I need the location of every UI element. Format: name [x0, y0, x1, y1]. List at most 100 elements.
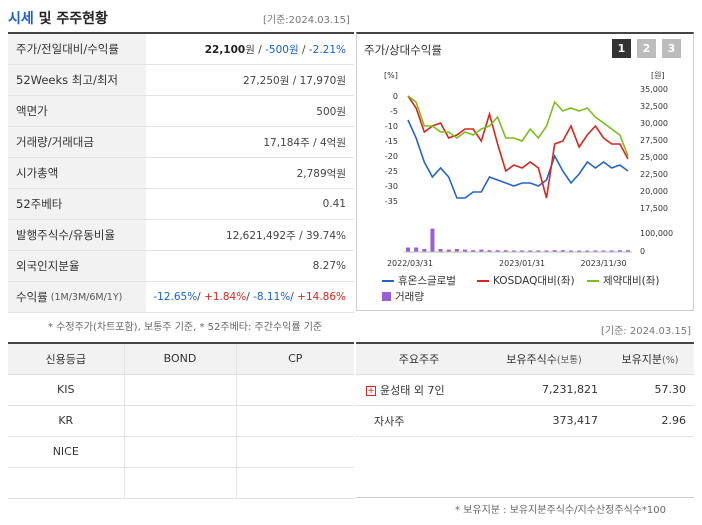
- row-label: 발행주식수/유동비율: [8, 220, 146, 250]
- footnote: * 수정주가(차트포함), 보통주 기준, * 52주베타: 주간수익률 기준: [48, 322, 323, 333]
- holder-name: 자사주: [356, 405, 482, 437]
- volume-bar: [487, 250, 492, 252]
- row-label: 52Weeks 최고/최저: [8, 65, 146, 95]
- y-left-tick: -35: [385, 197, 398, 206]
- row-label: 주가/전일대비/수익률: [8, 34, 146, 64]
- holder-shares: 373,417: [482, 405, 606, 437]
- chart-page-1-button[interactable]: 1: [612, 39, 631, 58]
- table-row: [356, 436, 694, 467]
- y-right-tick: 22,500: [640, 170, 668, 179]
- legend-item: 제약대비(좌): [587, 273, 660, 288]
- row-label: 52주베타: [8, 189, 146, 219]
- x-tick: 2023/01/31: [499, 259, 545, 268]
- series-line: [407, 95, 629, 157]
- volume-bar: [609, 250, 614, 252]
- table-bottom-line: [356, 497, 694, 498]
- table-row: KR: [8, 405, 354, 437]
- volume-bar: [544, 250, 549, 252]
- volume-bar: [463, 249, 468, 252]
- row-value: 8.27%: [312, 260, 346, 272]
- holder-shares: 7,231,821: [482, 374, 606, 406]
- row-value: 0.41: [322, 198, 346, 210]
- y-left-tick: -20: [385, 152, 398, 161]
- table-row: [356, 467, 694, 498]
- table-row: 52Weeks 최고/최저 27,250원 / 17,970원: [8, 65, 354, 96]
- volume-bar: [577, 250, 582, 252]
- volume-bar: [438, 249, 443, 252]
- table-row: 외국인지분율 8.27%: [8, 251, 354, 282]
- volume-bar: [471, 250, 476, 252]
- legend-item: 휴온스글로벌: [382, 273, 456, 288]
- chart-page-2-button[interactable]: 2: [637, 39, 656, 58]
- table-header: 주요주주 보유주식수(보통) 보유지분(%): [356, 343, 694, 375]
- table-row: + 윤성태 외 7인 7,231,821 57.30: [356, 374, 694, 406]
- table-row: 주가/전일대비/수익률 22,100원 / -500원 / -2.21%: [8, 34, 354, 65]
- holder-pct: 57.30: [606, 374, 694, 406]
- volume-bar: [406, 247, 410, 252]
- change-rate: -2.21%: [308, 43, 346, 56]
- volume-bar: [626, 250, 630, 252]
- volume-bar: [479, 249, 484, 252]
- y-right-tick: 35,000: [640, 85, 668, 94]
- chart-page-3-button[interactable]: 3: [662, 39, 681, 58]
- series-line: [407, 95, 629, 199]
- volume-bar: [454, 249, 459, 252]
- series-line: [407, 119, 629, 199]
- volume-bar: [617, 250, 622, 252]
- y-right-tick: 25,000: [640, 153, 668, 162]
- column-header: BOND: [124, 343, 237, 375]
- holder-name: 윤성태 외 7인: [380, 383, 445, 397]
- table-row: 시가총액 2,789억원: [8, 158, 354, 189]
- column-header: CP: [236, 343, 354, 375]
- y-left-tick: -15: [385, 137, 398, 146]
- volume-bar: [560, 250, 565, 252]
- volume-bar: [536, 250, 541, 252]
- footnote: * 보유지분 : 보유지분주식수/지수산정주식수*100: [455, 505, 666, 516]
- volume-bar: [503, 250, 508, 252]
- table-header: 신용등급 BOND CP: [8, 343, 354, 375]
- column-header: 신용등급: [8, 343, 125, 375]
- current-price: 22,100: [204, 43, 246, 56]
- table-row: KIS: [8, 374, 354, 406]
- returns-value: -12.65%/ +1.84%/ -8.11%/ +14.86%: [153, 291, 346, 303]
- volume-bar: [430, 228, 435, 252]
- row-label: 시가총액: [8, 158, 146, 188]
- x-tick: 2022/03/31: [387, 259, 433, 268]
- y-left-unit: [%]: [384, 71, 398, 80]
- price-change: -500원: [265, 43, 299, 56]
- return-1y: +14.86%: [297, 291, 346, 303]
- row-value: 17,184주 / 4억원: [263, 136, 346, 149]
- y-right-tick: 32,500: [640, 102, 668, 111]
- return-1m: -12.65%: [153, 291, 198, 303]
- table-row: 발행주식수/유동비율 12,621,492주 / 39.74%: [8, 220, 354, 251]
- y-left-tick: 0: [393, 92, 398, 101]
- y-left-tick: -5: [390, 107, 398, 116]
- volume-bar: [552, 250, 557, 252]
- expand-icon[interactable]: +: [366, 385, 376, 396]
- holder-pct: 2.96: [606, 405, 694, 437]
- y-right-tick: 17,500: [640, 204, 668, 213]
- volume-bar: [568, 250, 573, 252]
- y-left-tick: -30: [385, 182, 398, 191]
- quote-table: 주가/전일대비/수익률 22,100원 / -500원 / -2.21% 52W…: [8, 34, 354, 313]
- volume-bar: [593, 250, 598, 252]
- credit-rating-table: 신용등급 BOND CP KIS KR NICE: [8, 342, 354, 499]
- chart-panel: [356, 32, 694, 311]
- y-right-tick: 27,500: [640, 136, 668, 145]
- row-label: 거래량/거래대금: [8, 127, 146, 157]
- table-row: 52주베타 0.41: [8, 189, 354, 220]
- y-right-tick: 20,000: [640, 187, 668, 196]
- volume-bar: [520, 250, 525, 252]
- legend-item: KOSDAQ대비(좌): [477, 273, 575, 288]
- table-row: [8, 467, 354, 499]
- volume-bar: [601, 250, 606, 252]
- y-left-tick: -10: [385, 122, 398, 131]
- table-row: NICE: [8, 436, 354, 468]
- reference-date: [기준:2024.03.15]: [263, 15, 350, 26]
- section-title: 시세 및 주주현황: [8, 11, 108, 27]
- top-divider: [8, 32, 354, 34]
- row-label: 액면가: [8, 96, 146, 126]
- table-row: 거래량/거래대금 17,184주 / 4억원: [8, 127, 354, 158]
- volume-bar: [414, 247, 419, 252]
- return-3m: +1.84%: [204, 291, 247, 303]
